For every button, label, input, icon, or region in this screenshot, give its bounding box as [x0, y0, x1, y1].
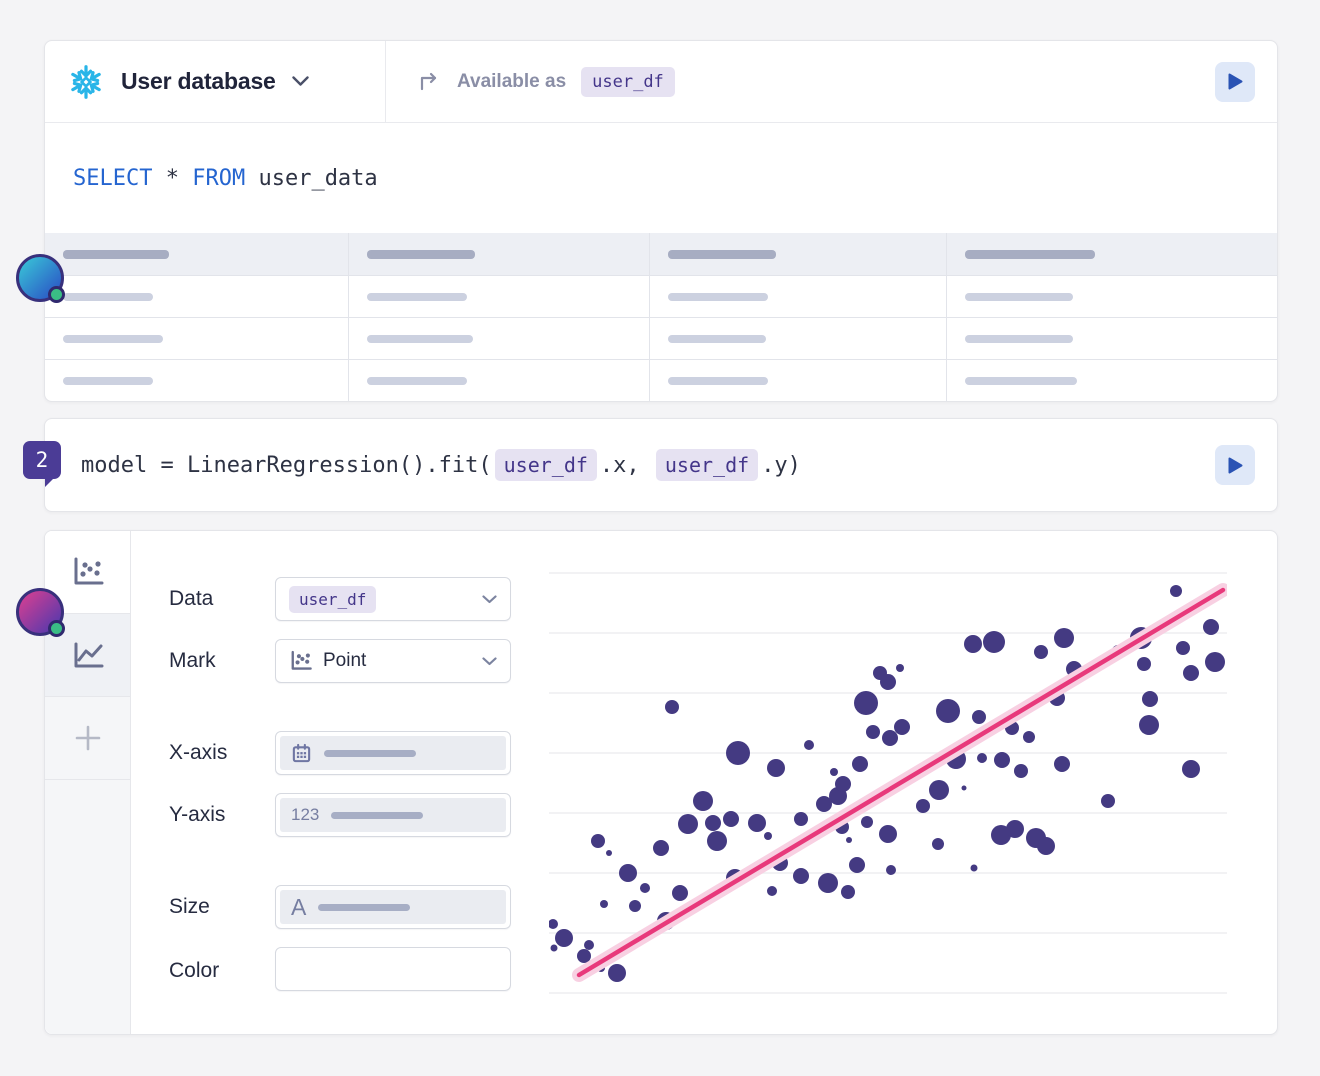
table-cell: [946, 360, 1277, 401]
mark-field-label: Mark: [169, 649, 216, 672]
source-selector[interactable]: User database: [45, 41, 386, 122]
size-field-inner: A: [280, 890, 506, 924]
table-header-row: [45, 233, 1277, 275]
table-row: [45, 359, 1277, 401]
scatter-chart-icon: [291, 650, 312, 670]
dataframe-pill: user_df: [494, 449, 597, 481]
sql-editor[interactable]: SELECT * FROM user_data: [45, 123, 1277, 233]
placeholder-bar: [965, 249, 1095, 259]
placeholder-bar: [63, 292, 153, 301]
placeholder-bar: [367, 334, 473, 343]
table-cell: [45, 276, 348, 317]
table-header-cell: [649, 233, 946, 275]
table-header-cell: [45, 233, 348, 275]
data-field-label: Data: [169, 587, 214, 610]
chevron-down-icon: [291, 76, 309, 86]
python-editor[interactable]: model = LinearRegression().fit(user_df .x…: [81, 449, 1215, 481]
play-icon: [1228, 73, 1242, 90]
color-field[interactable]: [275, 947, 511, 991]
python-code: model = LinearRegression().fit(user_df .x…: [81, 449, 801, 481]
table-cell: [649, 318, 946, 359]
sql-code: SELECT * FROM user_data: [73, 165, 378, 191]
chart-tabs-sidebar: [45, 531, 131, 1034]
snowflake-icon: [71, 64, 101, 99]
table-cell: [348, 276, 649, 317]
mark-select[interactable]: Point: [275, 639, 511, 683]
execution-count-badge: 2: [23, 441, 61, 487]
calendar-icon: [292, 743, 311, 762]
placeholder-bar: [63, 334, 163, 343]
dataframe-pill: user_df: [655, 449, 759, 481]
dataframe-alias-badge: user_df: [581, 66, 675, 97]
table-row: [45, 275, 1277, 317]
placeholder-bar: [367, 249, 475, 259]
tab-add-chart[interactable]: [45, 697, 130, 780]
table-cell: [348, 360, 649, 401]
size-placeholder-bar: [318, 903, 411, 911]
placeholder-bar: [965, 334, 1073, 343]
table-header-cell: [946, 233, 1277, 275]
data-select-value: user_df: [289, 585, 377, 613]
available-as-label: Available as: [457, 70, 567, 92]
online-status-dot: [48, 620, 65, 637]
chevron-down-icon: [482, 656, 497, 665]
online-status-dot: [48, 286, 65, 303]
y-axis-field[interactable]: 123: [275, 793, 511, 837]
source-title: User database: [121, 68, 276, 94]
text-type-icon: A: [291, 893, 307, 920]
data-select[interactable]: user_df: [275, 577, 511, 621]
table-cell: [946, 276, 1277, 317]
placeholder-bar: [367, 376, 467, 385]
collaborator-avatar-2: [16, 588, 65, 637]
table-cell: [946, 318, 1277, 359]
x-axis-field[interactable]: [275, 731, 511, 775]
table-row: [45, 317, 1277, 359]
x-axis-field-inner: [280, 736, 506, 770]
return-arrow-icon: [420, 72, 437, 90]
table-header-cell: [348, 233, 649, 275]
table-cell: [348, 318, 649, 359]
python-cell-body: 2 model = LinearRegression().fit(user_df…: [23, 419, 1277, 511]
available-as-section: Available as user_df: [386, 66, 1215, 97]
scatter-chart-icon: [74, 557, 103, 585]
placeholder-bar: [63, 376, 153, 385]
placeholder-bar: [668, 249, 776, 259]
size-field-label: Size: [169, 895, 210, 918]
scatter-plot: [549, 571, 1227, 996]
sql-cell: User database Available as user_df: [44, 40, 1278, 402]
mark-select-value: Point: [323, 650, 367, 671]
y-axis-field-label: Y-axis: [169, 803, 226, 826]
table-cell: [45, 318, 348, 359]
placeholder-bar: [965, 292, 1073, 301]
plus-icon: [75, 725, 100, 751]
x-axis-field-label: X-axis: [169, 741, 228, 764]
play-icon: [1228, 457, 1242, 473]
result-preview-table: [45, 233, 1277, 401]
table-cell: [649, 276, 946, 317]
color-field-label: Color: [169, 959, 220, 982]
table-cell: [45, 360, 348, 401]
y-axis-placeholder-bar: [331, 811, 424, 819]
size-field[interactable]: A: [275, 885, 511, 929]
placeholder-bar: [63, 249, 169, 259]
placeholder-bar: [668, 376, 768, 385]
chevron-down-icon: [482, 594, 497, 603]
y-axis-field-inner: 123: [280, 798, 506, 832]
python-cell: 2 model = LinearRegression().fit(user_df…: [23, 418, 1278, 512]
chart-cell: Data Mark X-axis Y-axis Size Color user_…: [44, 530, 1278, 1035]
sql-cell-header: User database Available as user_df: [45, 41, 1277, 123]
run-sql-button[interactable]: [1215, 61, 1255, 102]
line-chart-icon: [74, 642, 103, 668]
table-cell: [649, 360, 946, 401]
collaborator-avatar-1: [16, 254, 65, 303]
placeholder-bar: [965, 376, 1077, 385]
number-type-icon: 123: [291, 805, 320, 824]
x-axis-placeholder-bar: [324, 749, 416, 757]
placeholder-bar: [367, 292, 467, 301]
placeholder-bar: [668, 292, 768, 301]
placeholder-bar: [668, 334, 766, 343]
run-python-button[interactable]: [1215, 445, 1255, 485]
